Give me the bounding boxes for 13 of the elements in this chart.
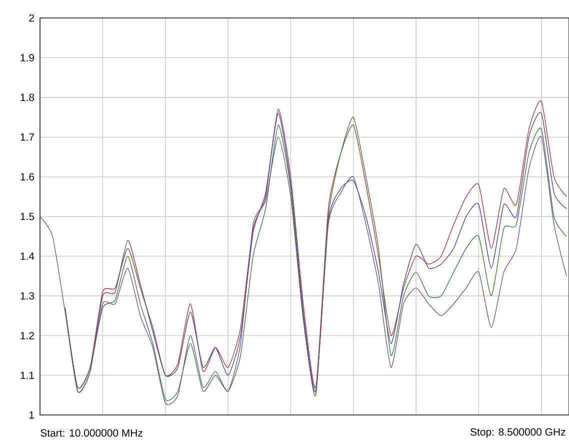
text: Stop: 8.500000 GHz xyxy=(470,428,566,438)
y-tick-label: 1 xyxy=(29,411,34,419)
text: Start: 10.000000 MHz xyxy=(40,429,142,437)
y-tick-label: 1.3 xyxy=(20,292,34,300)
y-tick-label: 1.4 xyxy=(20,252,34,260)
y-tick-label: 1.5 xyxy=(20,212,34,220)
y-tick-label: 2 xyxy=(29,14,34,22)
y-tick-label: 1.6 xyxy=(20,173,34,180)
y-tick-label: 1.2 xyxy=(20,332,34,340)
y-tick-label: 1.7 xyxy=(20,133,34,141)
y-tick-label: 1.8 xyxy=(20,94,34,102)
y-tick-label: 1.1 xyxy=(20,372,34,379)
y-tick-label: 1.9 xyxy=(20,54,34,62)
